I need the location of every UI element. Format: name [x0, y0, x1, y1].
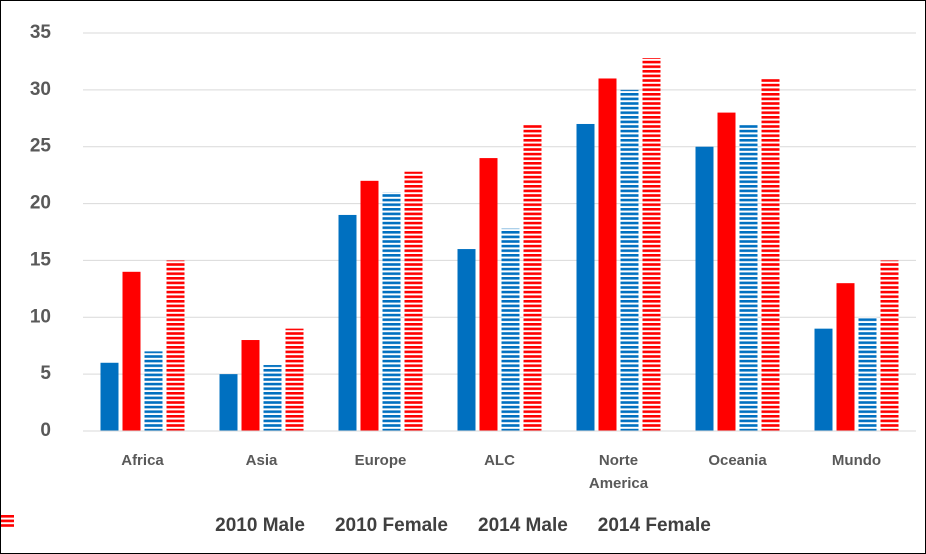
bar [360, 180, 379, 431]
legend-label: 2010 Male [215, 515, 305, 536]
bar [285, 328, 304, 431]
legend-item: 2010 Male [1, 515, 305, 537]
y-tick-label: 5 [40, 363, 51, 384]
bar [523, 123, 542, 431]
x-tick-label: Mundo [831, 452, 882, 469]
bar [166, 260, 185, 431]
y-tick-label: 20 [30, 193, 51, 214]
y-tick-label: 15 [30, 249, 52, 270]
legend: 2010 Male 2010 Female 2014 Male 2014 Female [1, 515, 925, 537]
x-tick-label: Oceania [708, 452, 767, 469]
bar [382, 192, 401, 431]
legend-label: 2014 Female [597, 515, 711, 536]
legend-label: 2010 Female [334, 515, 448, 536]
bar [739, 123, 758, 431]
bar [642, 58, 661, 431]
bar [880, 260, 899, 431]
bar [620, 89, 639, 431]
x-tick-label: Africa [121, 452, 164, 469]
bar [695, 146, 714, 431]
bar [501, 228, 520, 431]
legend-item: 2010 Female [1, 515, 448, 537]
y-tick-label: 30 [30, 79, 51, 100]
bar [717, 112, 736, 431]
bar [836, 283, 855, 431]
bar [479, 158, 498, 432]
y-tick-label: 35 [30, 22, 52, 43]
x-tick-label: Europe [354, 452, 407, 469]
bar [598, 78, 617, 431]
y-tick-label: 0 [40, 420, 51, 441]
x-tick-label: ALC [484, 452, 515, 469]
legend-label: 2014 Male [478, 515, 568, 536]
bar [814, 328, 833, 431]
bar [457, 249, 476, 431]
y-tick-label: 10 [30, 306, 51, 327]
x-tick-label: Asia [245, 452, 278, 469]
bar [576, 123, 595, 431]
y-tick-label: 25 [30, 136, 52, 157]
bar [144, 351, 163, 431]
legend-swatch-fill [1, 515, 14, 528]
bar [219, 374, 238, 431]
bar [404, 171, 423, 431]
x-tick-label: Norte America [588, 452, 649, 492]
bar [241, 340, 260, 431]
bar [858, 317, 877, 431]
bar [263, 365, 282, 431]
bar [338, 214, 357, 431]
legend-swatch [1, 515, 14, 528]
legend-item: 2014 Male [1, 515, 568, 537]
bar [122, 271, 141, 431]
legend-item: 2014 Female [1, 515, 711, 537]
bar [761, 78, 780, 431]
bar [100, 362, 119, 431]
